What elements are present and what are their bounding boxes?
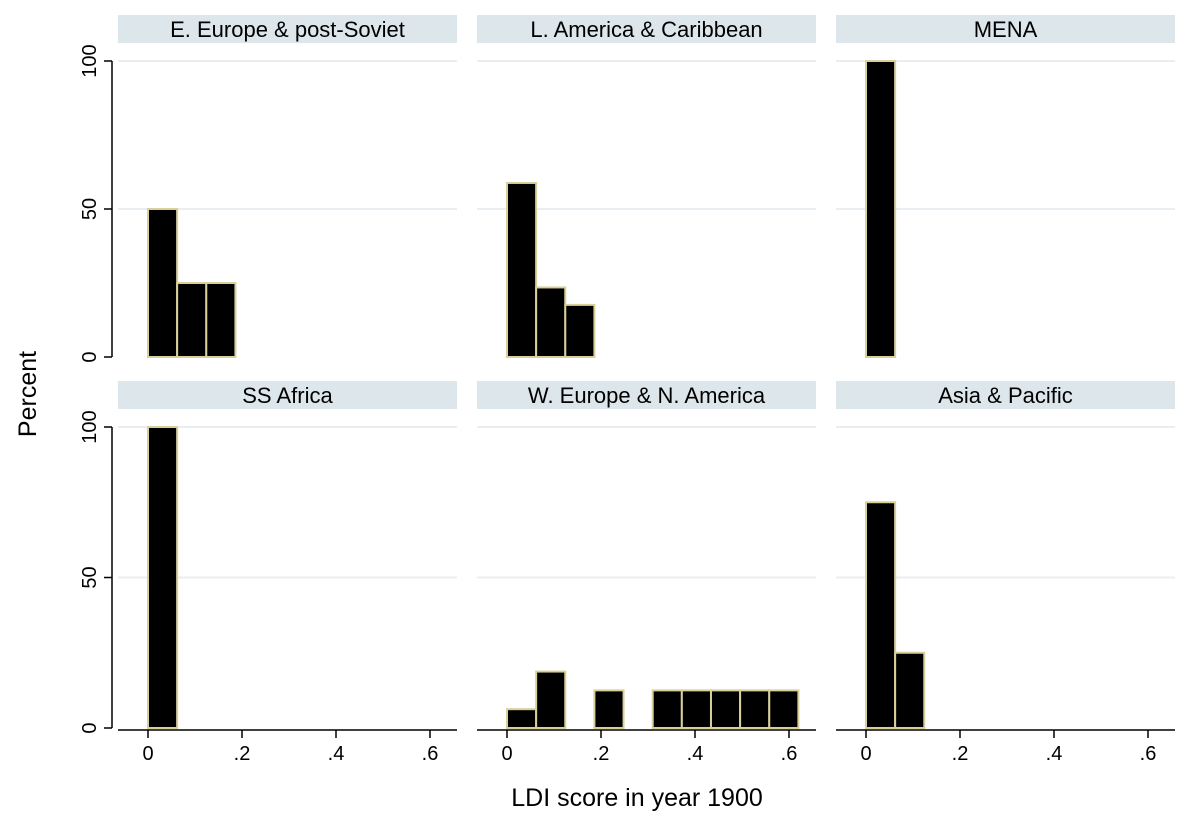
panel-5: W. Europe & N. America 0 .2 .4 .6 — [477, 381, 816, 765]
histogram-bar — [564, 303, 596, 358]
histogram-bar — [147, 208, 179, 358]
x-tick-label: 0 — [860, 743, 871, 765]
x-tick-label: .2 — [952, 743, 969, 765]
panel-title-strip — [836, 15, 1175, 43]
histogram-bar — [739, 689, 771, 729]
x-tick-label: .6 — [1140, 743, 1157, 765]
panel-title: SS Africa — [242, 383, 333, 408]
x-tick-label: 0 — [142, 743, 153, 765]
histogram-bar — [593, 689, 625, 729]
panel-grid: E. Europe & post-Soviet 0 50 100 L. America … — [79, 15, 1175, 765]
y-axis-title: Percent — [14, 351, 42, 437]
histogram-bar — [865, 501, 897, 729]
y-tick-label: 50 — [79, 566, 101, 588]
panel-title-strip — [118, 381, 457, 409]
histogram-bar — [506, 181, 538, 358]
panel-title-strip — [477, 381, 816, 409]
panel-title: Asia & Pacific — [938, 383, 1073, 408]
panel-1: E. Europe & post-Soviet 0 50 100 — [79, 15, 457, 363]
histogram-bar — [768, 689, 800, 729]
histogram-bar — [506, 708, 538, 729]
x-axis-title: LDI score in year 1900 — [511, 784, 763, 812]
histogram-bar — [205, 282, 237, 358]
panel-title: E. Europe & post-Soviet — [170, 17, 405, 42]
x-tick-label: .4 — [328, 743, 345, 765]
y-tick-label: 100 — [79, 410, 101, 443]
x-tick-label: .4 — [687, 743, 704, 765]
x-tick-label: .4 — [1046, 743, 1063, 765]
histogram-bar — [651, 689, 683, 729]
histogram-bar — [865, 60, 897, 358]
panel-title: MENA — [974, 17, 1038, 42]
histogram-bar — [176, 282, 208, 358]
y-tick-label: 100 — [79, 44, 101, 77]
panel-3: MENA — [836, 15, 1175, 358]
panel-title-strip — [477, 15, 816, 43]
x-tick-label: .2 — [234, 743, 251, 765]
panel-title: L. America & Caribbean — [530, 17, 762, 42]
histogram-bar — [709, 689, 742, 729]
x-tick-label: .2 — [593, 743, 610, 765]
panel-4: SS Africa 0 50 100 0 .2 .4 .6 — [79, 381, 457, 765]
y-tick-label: 0 — [79, 351, 101, 362]
x-tick-label: .6 — [781, 743, 798, 765]
histogram-bar — [535, 670, 567, 729]
x-tick-label: 0 — [501, 743, 512, 765]
histogram-bar — [680, 689, 712, 729]
x-tick-label: .6 — [422, 743, 439, 765]
y-tick-label: 0 — [79, 722, 101, 733]
y-tick-label: 50 — [79, 198, 101, 220]
panel-2: L. America & Caribbean — [477, 15, 816, 358]
histogram-bar — [894, 651, 926, 729]
panel-6: Asia & Pacific 0 .2 .4 .6 — [836, 381, 1175, 765]
panel-title-strip — [836, 381, 1175, 409]
panel-title-strip — [118, 15, 457, 43]
histogram-bar — [535, 286, 567, 358]
histogram-bar — [147, 426, 179, 729]
panel-title: W. Europe & N. America — [528, 383, 766, 408]
